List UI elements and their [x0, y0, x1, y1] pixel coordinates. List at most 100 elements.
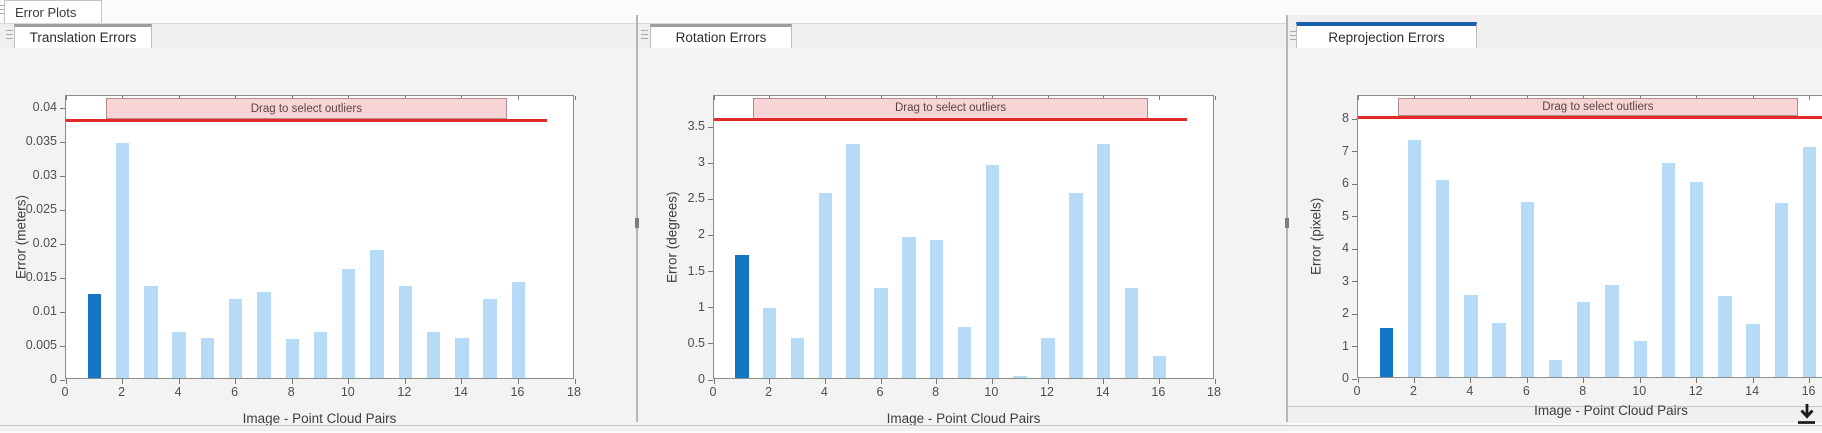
x-tick-mark: [1357, 378, 1359, 383]
plot-area[interactable]: Drag to select outliers: [708, 95, 1216, 384]
bar[interactable]: [144, 285, 158, 378]
bar[interactable]: [426, 332, 441, 378]
bar[interactable]: [511, 282, 526, 378]
tab-rotation-errors[interactable]: Rotation Errors: [650, 24, 792, 48]
bar[interactable]: [370, 250, 384, 378]
selected-bar[interactable]: [87, 294, 101, 378]
bar[interactable]: [846, 143, 860, 378]
y-tick-mark: [708, 271, 713, 273]
x-tick-mark: [769, 379, 771, 384]
bar[interactable]: [228, 298, 243, 378]
y-tick-mark: [708, 379, 713, 381]
bar[interactable]: [1774, 203, 1789, 377]
export-icon[interactable]: [1794, 402, 1820, 428]
x-tick-label: 12: [397, 385, 412, 399]
y-tick-label: 4: [1342, 241, 1349, 256]
bar[interactable]: [929, 239, 944, 378]
panel-top-border: [0, 23, 1287, 24]
outlier-threshold-line[interactable]: [66, 118, 547, 122]
y-tick-mark: [60, 311, 65, 313]
x-tick-mark: [65, 379, 67, 384]
selected-bar[interactable]: [735, 255, 749, 378]
window-drag-grip[interactable]: [0, 5, 7, 17]
bar[interactable]: [483, 298, 497, 378]
bar[interactable]: [1548, 360, 1563, 377]
tab-reprojection-errors[interactable]: Reprojection Errors: [1296, 22, 1477, 48]
plot-area[interactable]: Drag to select outliers: [60, 95, 576, 384]
y-tick-mark: [60, 175, 65, 177]
bar[interactable]: [257, 291, 271, 378]
bar[interactable]: [200, 337, 215, 378]
y-tick-mark: [1352, 281, 1357, 283]
outlier-drag-band[interactable]: Drag to select outliers: [105, 98, 508, 120]
panel-drag-grip[interactable]: [1290, 31, 1297, 43]
x-tick-label: 2: [765, 385, 773, 399]
panel-translation-errors: Translation Errors Drag to select outlie…: [0, 0, 637, 430]
bar[interactable]: [342, 268, 356, 378]
bar[interactable]: [1013, 375, 1027, 378]
bar[interactable]: [1435, 180, 1450, 377]
bar[interactable]: [762, 307, 777, 378]
x-tick-label: 2: [1409, 384, 1417, 398]
tab-error-plots[interactable]: Error Plots: [4, 0, 102, 23]
bar[interactable]: [172, 332, 186, 378]
bar[interactable]: [1718, 295, 1732, 377]
bar[interactable]: [957, 327, 972, 378]
bar[interactable]: [1069, 193, 1083, 378]
outlier-threshold-line[interactable]: [1358, 115, 1822, 119]
x-axis-label: Image - Point Cloud Pairs: [886, 411, 1041, 426]
plot-area[interactable]: Drag to select outliers: [1352, 95, 1822, 383]
bar[interactable]: [1152, 356, 1167, 378]
y-tick-label: 1.5: [687, 263, 705, 278]
y-tick-mark: [1352, 216, 1357, 218]
bar[interactable]: [1661, 163, 1676, 377]
y-tick-label: 0: [1342, 371, 1349, 385]
panel-splitter-1[interactable]: [635, 15, 639, 422]
bar[interactable]: [1520, 201, 1535, 377]
bar[interactable]: [313, 331, 328, 378]
outlier-drag-band[interactable]: Drag to select outliers: [1397, 98, 1799, 117]
bar[interactable]: [790, 337, 805, 378]
bar[interactable]: [398, 285, 413, 378]
x-tick-label: 14: [453, 385, 468, 399]
y-tick-mark: [1352, 151, 1357, 153]
bar[interactable]: [1746, 324, 1760, 377]
panel-drag-grip[interactable]: [6, 30, 13, 42]
tab-translation-errors[interactable]: Translation Errors: [14, 24, 152, 48]
y-tick-label: 0.02: [32, 236, 57, 251]
bar[interactable]: [902, 237, 916, 378]
x-tick-mark: [1103, 379, 1105, 384]
horizontal-scrollbar[interactable]: [1287, 406, 1822, 423]
splitter-knob: [1285, 218, 1289, 228]
bar[interactable]: [1464, 295, 1478, 377]
bar[interactable]: [1492, 322, 1506, 377]
bar[interactable]: [1407, 139, 1422, 377]
bar[interactable]: [1605, 285, 1619, 377]
bar[interactable]: [818, 193, 833, 378]
bar[interactable]: [1124, 287, 1139, 378]
x-tick-label: 10: [984, 385, 999, 399]
x-tick-label: 4: [1466, 384, 1474, 398]
panel-drag-grip[interactable]: [641, 30, 648, 42]
outlier-drag-band[interactable]: Drag to select outliers: [752, 98, 1149, 119]
x-tick-label: 8: [1579, 384, 1587, 398]
bar[interactable]: [115, 142, 130, 378]
bar[interactable]: [985, 164, 1000, 378]
y-axis-label: Error (pixels): [1308, 197, 1324, 276]
bar[interactable]: [1041, 337, 1055, 378]
drag-band-label: Drag to select outliers: [250, 102, 362, 115]
x-tick-label: 18: [1207, 385, 1221, 399]
bar[interactable]: [1577, 301, 1591, 377]
selected-bar[interactable]: [1379, 328, 1393, 377]
bar[interactable]: [1633, 340, 1647, 377]
bar[interactable]: [1096, 143, 1111, 378]
bar[interactable]: [874, 287, 888, 378]
bar[interactable]: [1802, 146, 1817, 377]
y-tick-label: 0.03: [32, 168, 57, 183]
bar[interactable]: [1689, 182, 1704, 377]
x-tick-mark: [348, 379, 350, 384]
panel-splitter-2[interactable]: [1285, 15, 1289, 422]
bar[interactable]: [455, 337, 469, 378]
outlier-threshold-line[interactable]: [714, 118, 1188, 122]
bar[interactable]: [285, 339, 299, 378]
